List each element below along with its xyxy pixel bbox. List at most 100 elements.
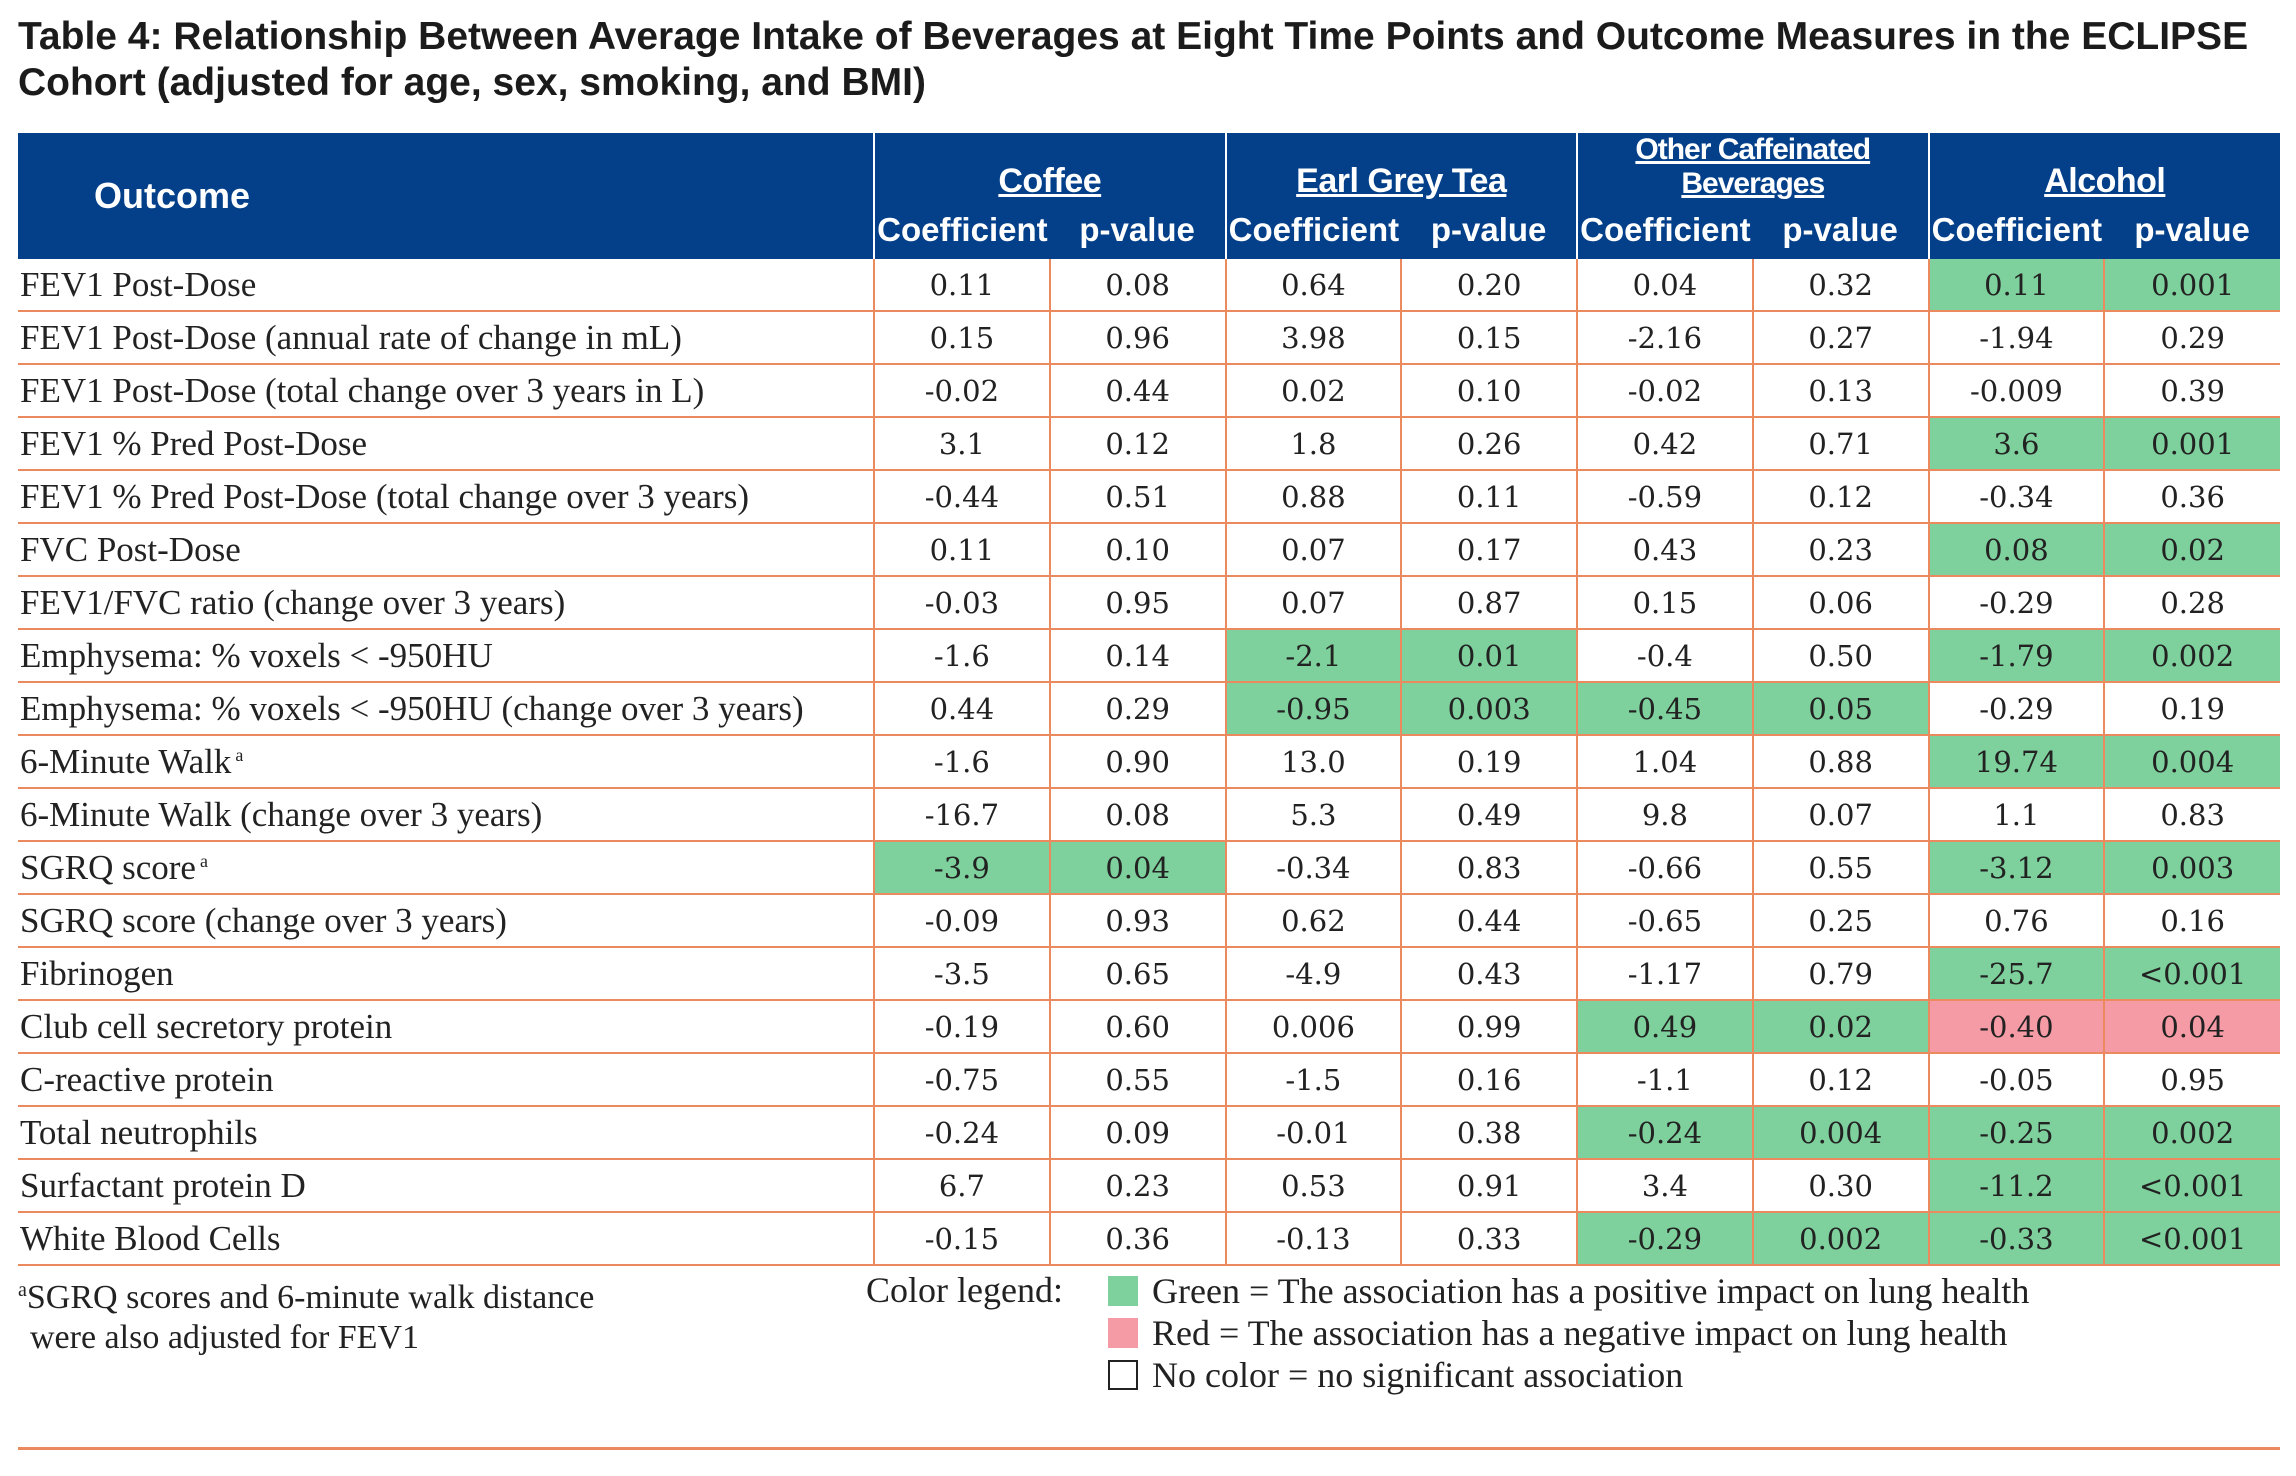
legend-label-red: Red = The association has a negative imp…: [1152, 1313, 2008, 1353]
table-row: Club cell secretory protein -0.19 0.60 0.00…: [18, 1000, 2281, 1054]
coefficient-cell: 1.8: [1224, 417, 1402, 471]
outcome-label: Surfactant protein D: [20, 1165, 306, 1205]
p-value-cell: 0.88: [1751, 735, 1929, 789]
outcome-cell: 6-Minute Walk (change over 3 years): [18, 788, 874, 842]
coefficient-cell: 0.02: [1224, 364, 1402, 418]
group-header-alcohol: Alcohol: [1927, 133, 2281, 201]
coefficient-cell: -0.33: [1927, 1212, 2105, 1266]
outcome-label: Emphysema: % voxels < -950HU (change ove…: [20, 688, 804, 728]
p-value-cell: 0.003: [1400, 682, 1578, 736]
subheader-p-value: p-value: [1049, 201, 1226, 259]
p-value-cell: 0.44: [1400, 894, 1578, 948]
outcome-cell: Club cell secretory protein: [18, 1000, 874, 1054]
outcome-label: FEV1 % Pred Post-Dose: [20, 423, 368, 463]
coefficient-cell: -0.4: [1576, 629, 1753, 683]
p-value-cell: 0.43: [1400, 947, 1578, 1001]
coefficient-cell: -1.5: [1224, 1053, 1402, 1107]
p-value-cell: 0.26: [1400, 417, 1578, 471]
outcome-cell: FEV1 % Pred Post-Dose: [18, 417, 874, 471]
outcome-label: Total neutrophils: [20, 1112, 258, 1152]
p-value-cell: 0.51: [1048, 470, 1226, 524]
color-legend: Green = The association has a positive i…: [1108, 1270, 2029, 1396]
coefficient-cell: 0.07: [1224, 576, 1402, 630]
outcome-label: 6-Minute Walk: [20, 741, 232, 781]
legend-label-none: No color = no significant association: [1152, 1355, 1684, 1395]
p-value-cell: 0.12: [1751, 1053, 1929, 1107]
outcome-label: SGRQ score: [20, 847, 196, 887]
p-value-cell: 0.71: [1751, 417, 1929, 471]
p-value-cell: 0.44: [1048, 364, 1226, 418]
coefficient-cell: -0.02: [873, 364, 1050, 418]
p-value-cell: 0.36: [1048, 1212, 1226, 1266]
p-value-cell: 0.28: [2103, 576, 2281, 630]
group-header-earl-grey-tea: Earl Grey Tea: [1224, 133, 1578, 201]
coefficient-cell: 0.07: [1224, 523, 1402, 577]
subheader-coefficient: Coefficient: [1927, 201, 2105, 259]
p-value-cell: 0.10: [1048, 523, 1226, 577]
coefficient-cell: -0.66: [1576, 841, 1753, 895]
outcome-cell: Total neutrophils: [18, 1106, 874, 1160]
outcome-label: C-reactive protein: [20, 1059, 274, 1099]
coefficient-cell: -25.7: [1927, 947, 2105, 1001]
coefficient-cell: -0.03: [873, 576, 1050, 630]
p-value-cell: <0.001: [2103, 1212, 2281, 1266]
outcome-cell: FEV1 Post-Dose: [18, 259, 874, 312]
p-value-cell: 0.12: [1048, 417, 1226, 471]
p-value-cell: 0.19: [1400, 735, 1578, 789]
coefficient-cell: 0.04: [1576, 259, 1753, 312]
coefficient-cell: -0.13: [1224, 1212, 1402, 1266]
p-value-cell: 0.17: [1400, 523, 1578, 577]
p-value-cell: 0.29: [1048, 682, 1226, 736]
p-value-cell: 0.001: [2103, 417, 2281, 471]
p-value-cell: 0.65: [1048, 947, 1226, 1001]
coefficient-cell: -1.6: [873, 735, 1050, 789]
outcome-cell: FEV1/FVC ratio (change over 3 years): [18, 576, 874, 630]
empty-swatch: [1108, 1360, 1138, 1390]
red-swatch: [1108, 1318, 1138, 1348]
outcome-label: FEV1 Post-Dose (annual rate of change in…: [20, 317, 682, 357]
table-row: C-reactive protein -0.75 0.55 -1.5 0.16 -1.1 0…: [18, 1053, 2281, 1107]
legend-item-none: No color = no significant association: [1108, 1354, 2029, 1396]
coefficient-cell: -0.95: [1224, 682, 1402, 736]
p-value-cell: 0.93: [1048, 894, 1226, 948]
coefficient-cell: 0.53: [1224, 1159, 1402, 1213]
coefficient-cell: -3.5: [873, 947, 1050, 1001]
p-value-cell: 0.55: [1751, 841, 1929, 895]
outcome-cell: Fibrinogen: [18, 947, 874, 1001]
p-value-cell: 0.09: [1048, 1106, 1226, 1160]
coefficient-cell: 0.006: [1224, 1000, 1402, 1054]
outcome-label: FEV1 Post-Dose (total change over 3 year…: [20, 370, 705, 410]
footnote-line-1: SGRQ scores and 6-minute walk distance: [26, 1279, 595, 1316]
p-value-cell: 0.003: [2103, 841, 2281, 895]
p-value-cell: 0.38: [1400, 1106, 1578, 1160]
coefficient-cell: -0.09: [873, 894, 1050, 948]
coefficient-cell: -0.05: [1927, 1053, 2105, 1107]
outcome-label: FEV1/FVC ratio (change over 3 years): [20, 582, 566, 622]
outcome-label: Emphysema: % voxels < -950HU: [20, 635, 493, 675]
p-value-cell: 0.95: [2103, 1053, 2281, 1107]
table-title: Table 4: Relationship Between Average In…: [18, 15, 2249, 104]
outcome-label: 6-Minute Walk (change over 3 years): [20, 794, 543, 834]
p-value-cell: 0.32: [1751, 259, 1929, 312]
outcome-cell: 6-Minute Walk a: [18, 735, 874, 789]
p-value-cell: 0.79: [1751, 947, 1929, 1001]
coefficient-cell: 0.43: [1576, 523, 1753, 577]
coefficient-cell: 0.64: [1224, 259, 1402, 312]
p-value-cell: 0.07: [1751, 788, 1929, 842]
outcome-label: Club cell secretory protein: [20, 1006, 393, 1046]
coefficient-cell: -0.009: [1927, 364, 2105, 418]
p-value-cell: 0.01: [1400, 629, 1578, 683]
coefficient-cell: 0.42: [1576, 417, 1753, 471]
coefficient-cell: -3.12: [1927, 841, 2105, 895]
results-table: Outcome Coffee Earl Grey Tea Other Caffe…: [18, 133, 2281, 1266]
coefficient-cell: -0.25: [1927, 1106, 2105, 1160]
coefficient-cell: 3.98: [1224, 311, 1402, 365]
table-row: FEV1 % Pred Post-Dose 3.1 0.12 1.8 0.26 0.42 0…: [18, 417, 2281, 471]
table-row: FEV1 Post-Dose (total change over 3 year…: [18, 364, 2281, 418]
p-value-cell: 0.87: [1400, 576, 1578, 630]
coefficient-cell: 0.88: [1224, 470, 1402, 524]
coefficient-cell: -3.9: [873, 841, 1050, 895]
coefficient-cell: 3.4: [1576, 1159, 1753, 1213]
table-row: Surfactant protein D 6.7 0.23 0.53 0.91 3.4 0.…: [18, 1159, 2281, 1213]
coefficient-cell: -1.94: [1927, 311, 2105, 365]
